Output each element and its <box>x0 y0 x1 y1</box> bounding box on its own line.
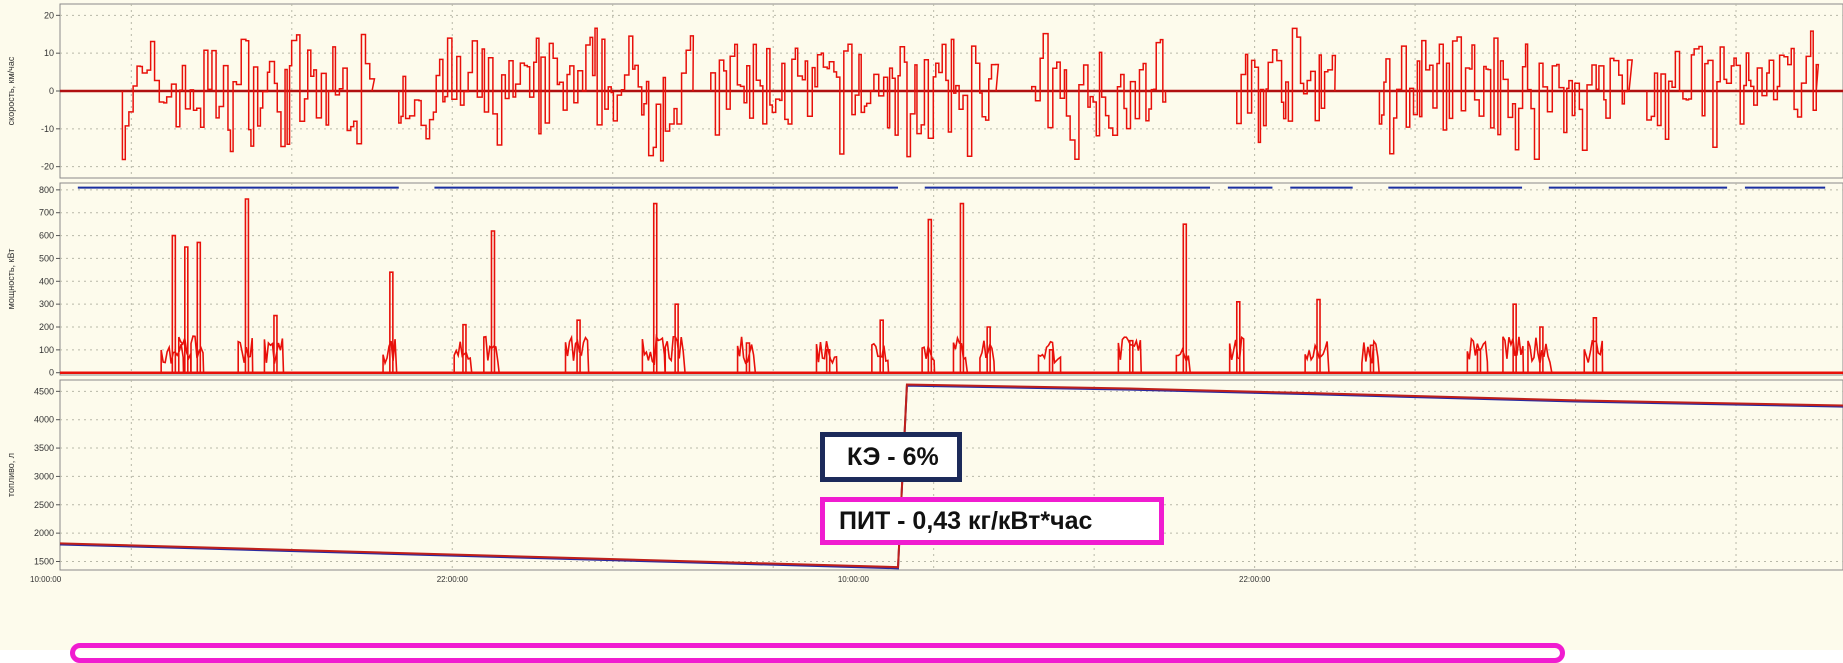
x-tick-label-2: 10:00:00 <box>838 575 870 584</box>
panel-1-tick-label-0: -20 <box>41 162 54 172</box>
panel-2-tick-label-7: 700 <box>39 208 54 218</box>
panel-3-tick-label-1: 2000 <box>34 528 54 538</box>
bottom-highlight-frame <box>70 643 1565 663</box>
speed-series-line <box>121 27 1820 162</box>
fuel-series-line-2 <box>59 383 1843 569</box>
panel-3-tick-label-3: 3000 <box>34 471 54 481</box>
pit-annotation: ПИТ - 0,43 кг/кВт*час <box>820 497 1164 545</box>
panel-2-ylabel: мощность, кВт <box>6 249 16 310</box>
panel-3-tick-label-6: 4500 <box>34 386 54 396</box>
panel-1-tick-label-3: 10 <box>44 48 54 58</box>
panel-2-tick-label-4: 400 <box>39 276 54 286</box>
panel-3-tick-label-0: 1500 <box>34 556 54 566</box>
panel-2-tick-label-6: 600 <box>39 231 54 241</box>
panel-1-tick-label-4: 20 <box>44 10 54 20</box>
panel-1-tick-label-1: -10 <box>41 124 54 134</box>
panel-3-tick-label-5: 4000 <box>34 415 54 425</box>
panel-2-tick-label-5: 500 <box>39 253 54 263</box>
panel-1-tick-label-2: 0 <box>49 86 54 96</box>
panel-2-tick-label-2: 200 <box>39 322 54 332</box>
x-tick-label-0: 10:00:00 <box>30 575 62 584</box>
panel-3-tick-label-4: 3500 <box>34 443 54 453</box>
panel-2-tick-label-8: 800 <box>39 185 54 195</box>
panel-3-tick-label-2: 2500 <box>34 500 54 510</box>
panel-1-ylabel: скорость, км/час <box>6 56 16 125</box>
ke-annotation: КЭ - 6% <box>820 432 962 482</box>
panel-2-plot-area <box>59 182 1843 376</box>
panel-2-tick-label-1: 100 <box>39 345 54 355</box>
x-tick-label-3: 22:00:00 <box>1239 575 1271 584</box>
power-series-line <box>160 198 1604 373</box>
fuel-series-line-1 <box>59 384 1843 570</box>
x-tick-label-1: 22:00:00 <box>437 575 469 584</box>
panel-3-ylabel: топливо, л <box>6 453 16 497</box>
panel-2-tick-label-0: 0 <box>49 368 54 378</box>
panel-2-tick-label-3: 300 <box>39 299 54 309</box>
